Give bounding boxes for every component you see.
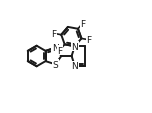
Text: N: N (52, 44, 59, 53)
Text: S: S (52, 60, 58, 69)
Text: F: F (86, 36, 91, 45)
Text: F: F (51, 30, 57, 39)
Text: N: N (71, 62, 78, 71)
Text: F: F (80, 19, 85, 28)
Text: F: F (57, 46, 62, 55)
Text: N: N (71, 42, 78, 51)
